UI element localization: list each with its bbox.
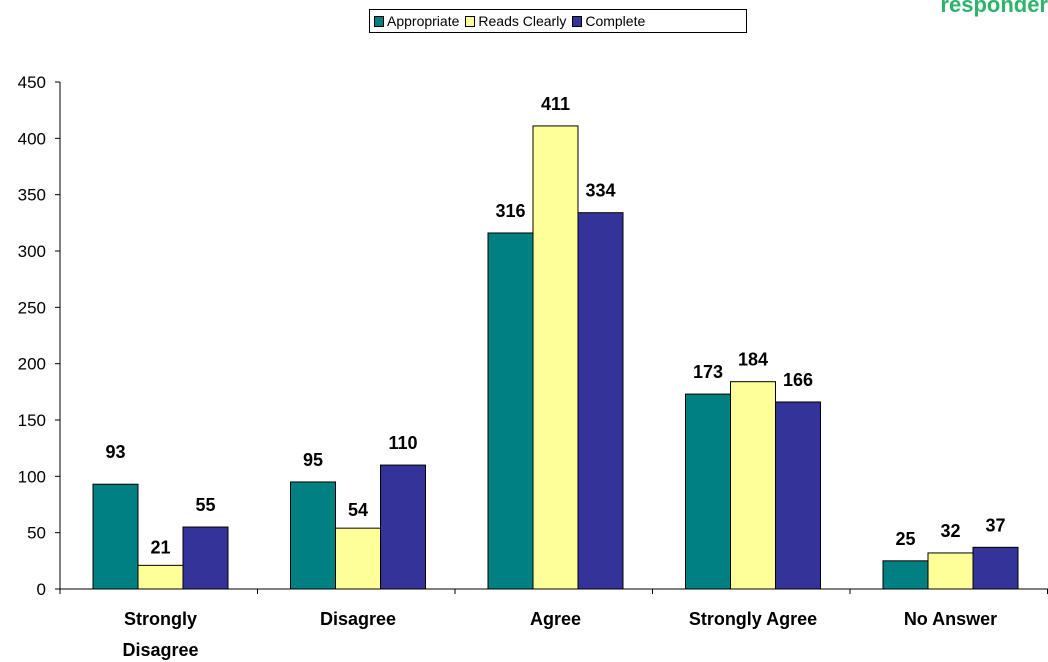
- legend-label-reads-clearly: Reads Clearly: [478, 13, 567, 29]
- data-label: 37: [985, 515, 1005, 535]
- y-tick-label: 100: [18, 467, 46, 486]
- x-tick-label: Agree: [530, 609, 581, 629]
- bar: [730, 381, 776, 590]
- x-tick-label: Disagree: [320, 609, 396, 629]
- data-label: 334: [585, 181, 615, 201]
- bar: [775, 401, 821, 590]
- bar: [577, 212, 624, 590]
- data-label: 184: [738, 350, 768, 370]
- x-tick-label: Strongly: [124, 609, 197, 629]
- y-tick-label: 350: [18, 186, 46, 205]
- data-label: 316: [495, 201, 525, 221]
- bar: [927, 552, 974, 590]
- bar: [335, 527, 381, 590]
- bar: [290, 481, 336, 590]
- y-tick-label: 0: [37, 580, 46, 599]
- corner-heading-fragment: responder: [940, 0, 1048, 17]
- legend-label-appropriate: Appropriate: [387, 13, 460, 29]
- legend-swatch-reads-clearly: [465, 15, 476, 27]
- bar: [137, 564, 184, 590]
- data-label: 55: [195, 495, 215, 515]
- data-label: 32: [940, 521, 960, 541]
- bar: [380, 464, 426, 590]
- legend-item-reads-clearly: Reads Clearly: [465, 13, 566, 29]
- legend-item-appropriate: Appropriate: [374, 13, 459, 29]
- data-label: 166: [783, 370, 813, 390]
- y-tick-label: 200: [18, 355, 46, 374]
- x-tick-label: No Answer: [904, 609, 997, 629]
- data-label: 93: [105, 442, 125, 462]
- legend-label-complete: Complete: [585, 13, 646, 29]
- bar: [92, 483, 139, 590]
- data-label: 21: [150, 537, 170, 557]
- y-tick-label: 50: [27, 524, 46, 543]
- legend-item-complete: Complete: [572, 13, 645, 29]
- bar: [685, 393, 731, 590]
- y-tick-label: 300: [18, 242, 46, 261]
- x-tick-label: Strongly Agree: [689, 609, 817, 629]
- bar: [182, 526, 229, 590]
- data-label: 110: [388, 433, 417, 453]
- legend-swatch-appropriate: [374, 15, 384, 27]
- bar: [882, 560, 929, 590]
- y-tick-label: 450: [18, 73, 46, 92]
- bar: [487, 232, 534, 590]
- data-label: 95: [303, 450, 323, 470]
- y-tick-label: 250: [18, 298, 46, 317]
- y-tick-label: 150: [18, 411, 46, 430]
- data-label: 173: [693, 362, 723, 382]
- bar: [972, 546, 1019, 590]
- data-label: 25: [895, 529, 915, 549]
- chart-legend: Appropriate Reads Clearly Complete: [369, 9, 747, 33]
- legend-swatch-complete: [572, 15, 583, 27]
- data-label: 411: [541, 94, 570, 114]
- bar: [532, 125, 579, 590]
- y-tick-label: 400: [18, 129, 46, 148]
- x-tick-label: Disagree: [122, 640, 198, 660]
- data-label: 54: [348, 500, 368, 520]
